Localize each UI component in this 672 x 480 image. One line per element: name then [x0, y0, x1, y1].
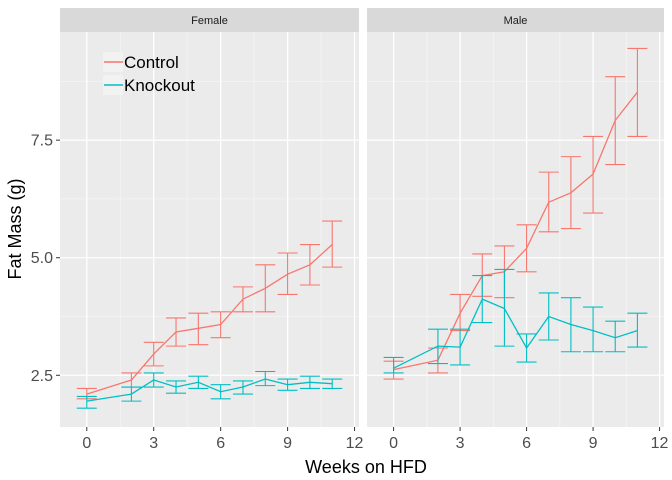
- plot-background: [60, 32, 359, 427]
- legend-label: Knockout: [124, 76, 195, 95]
- y-axis-title: Fat Mass (g): [5, 178, 25, 279]
- series-line: [393, 298, 638, 369]
- panel-strip: [367, 8, 664, 32]
- y-tick-label: 7.5: [31, 133, 53, 150]
- panel-strip: [60, 8, 359, 32]
- x-tick-label: 12: [346, 435, 364, 452]
- error-bar: [76, 395, 97, 409]
- x-tick-label: 3: [149, 435, 158, 452]
- error-bar: [188, 312, 209, 346]
- legend: Control Knockout: [103, 52, 195, 95]
- legend-item-knockout: Knockout: [103, 75, 195, 95]
- series-line: [86, 378, 333, 402]
- series-line: [86, 244, 333, 395]
- panel-title: Female: [191, 15, 228, 27]
- panel-female: Female 0 3 6 9 12 2.5 5.0 7.5: [31, 8, 364, 452]
- error-bar: [627, 312, 648, 348]
- x-tick-label: 0: [389, 435, 398, 452]
- series-knockout: [76, 370, 343, 409]
- series-knockout: [383, 268, 648, 374]
- y-tick-label: 2.5: [31, 368, 53, 385]
- x-axis-title: Weeks on HFD: [305, 457, 427, 477]
- error-bar: [322, 220, 343, 268]
- x-tick-label: 0: [82, 435, 91, 452]
- x-tick-label: 12: [651, 435, 669, 452]
- error-bar: [605, 320, 626, 353]
- y-tick-label: 5.0: [31, 250, 53, 267]
- plot-background: [367, 32, 664, 427]
- x-tick-label: 3: [456, 435, 465, 452]
- panel-title: Male: [504, 15, 528, 27]
- panel-male: Male 0 3 6 9 12: [367, 8, 669, 452]
- legend-label: Control: [124, 53, 179, 72]
- series-control: [76, 220, 343, 400]
- legend-item-control: Control: [103, 52, 179, 72]
- x-tick-label: 9: [283, 435, 292, 452]
- error-bar: [583, 306, 604, 353]
- error-bar: [322, 378, 343, 389]
- x-tick-label: 6: [522, 435, 531, 452]
- error-bar: [494, 268, 515, 347]
- x-tick-label: 6: [216, 435, 225, 452]
- error-bar: [383, 356, 404, 374]
- x-tick-label: 9: [589, 435, 598, 452]
